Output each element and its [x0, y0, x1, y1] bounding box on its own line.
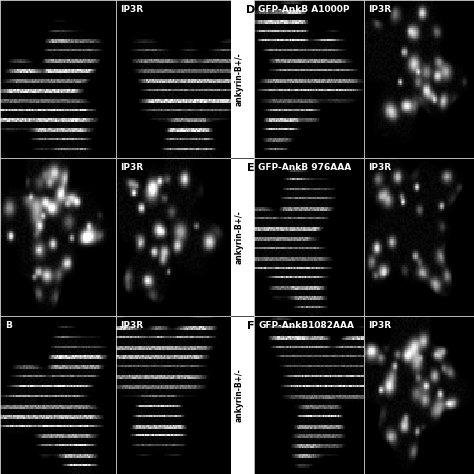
Text: ankyrin-B+/-: ankyrin-B+/- [235, 52, 244, 106]
Text: IP3R: IP3R [368, 163, 392, 172]
Text: IP3R: IP3R [368, 321, 392, 330]
Text: IP3R: IP3R [120, 5, 144, 14]
Text: GFP-AnkB 976AAA: GFP-AnkB 976AAA [258, 163, 352, 172]
Text: GFP-AnkB A1000P: GFP-AnkB A1000P [258, 5, 350, 14]
Text: E: E [247, 163, 255, 173]
Text: ankyrin-B+/-: ankyrin-B+/- [235, 210, 244, 264]
Text: ankyrin-B+/-: ankyrin-B+/- [235, 368, 244, 422]
Text: F: F [247, 321, 255, 331]
Text: IP3R: IP3R [368, 5, 392, 14]
Text: IP3R: IP3R [120, 163, 144, 172]
Text: IP3R: IP3R [120, 321, 144, 330]
Text: D: D [246, 5, 255, 15]
Text: B: B [5, 321, 11, 330]
Text: GFP-AnkB1082AAA: GFP-AnkB1082AAA [258, 321, 355, 330]
